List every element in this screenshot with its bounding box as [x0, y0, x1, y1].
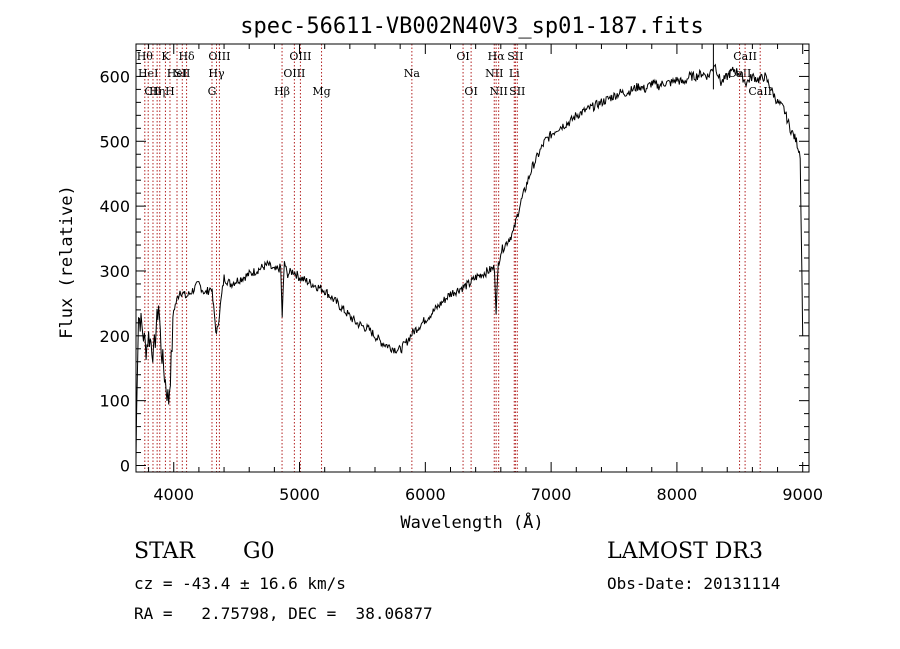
- coordinates: RA = 2.75798, DEC = 38.06877: [134, 604, 433, 623]
- line-label: HeI: [138, 67, 158, 80]
- line-label: Hη: [149, 85, 165, 98]
- line-label: OIII: [289, 50, 311, 63]
- x-axis-label: Wavelength (Å): [400, 511, 543, 533]
- axes: 4000 5000 6000 7000 8000 9000 0 100 200 300 400 500…: [99, 44, 823, 504]
- survey-name: LAMOST DR3: [607, 539, 763, 564]
- y-axis-label: Flux (relative): [57, 185, 77, 339]
- y-tick-label: 100: [99, 392, 130, 411]
- line-label: CaII: [748, 85, 772, 98]
- line-label: SII: [174, 67, 190, 80]
- line-label: Hβ: [274, 85, 290, 98]
- line-label: CII: [144, 85, 161, 98]
- emission-line-markers: HθHeICIIHηKHHeISIIHδGHγOIIIHβOIIIOIIIMgN…: [137, 44, 772, 472]
- line-label: Hθ: [137, 50, 154, 63]
- y-tick-label: 500: [99, 132, 130, 151]
- x-tick-label: 5000: [279, 485, 320, 504]
- x-tick-label: 9000: [782, 485, 823, 504]
- line-label: H: [165, 85, 175, 98]
- line-label: OIII: [283, 67, 305, 80]
- line-label: OI: [464, 85, 477, 98]
- line-label: K: [161, 50, 170, 63]
- line-label: CaII: [733, 50, 757, 63]
- x-tick-label: 8000: [657, 485, 698, 504]
- y-tick-label: 300: [99, 262, 130, 281]
- x-tick-label: 4000: [153, 485, 194, 504]
- line-label: OI: [456, 50, 469, 63]
- line-label: SII: [507, 50, 523, 63]
- chart-title: spec-56611-VB002N40V3_sp01-187.fits: [240, 14, 704, 39]
- spectrum-chart: spec-56611-VB002N40V3_sp01-187.fits Hθ He…: [57, 14, 823, 533]
- line-label: SII: [509, 85, 525, 98]
- observation-date: Obs-Date: 20131114: [607, 574, 781, 593]
- x-tick-label: 6000: [405, 485, 446, 504]
- line-label: Li: [509, 67, 520, 80]
- object-subclass: G0: [243, 539, 275, 564]
- line-label: Na: [404, 67, 421, 80]
- spectrum-line: [135, 63, 804, 460]
- plot-frame: [135, 43, 810, 473]
- line-label: Mg: [312, 85, 330, 98]
- line-label: OIII: [208, 50, 230, 63]
- y-tick-label: 200: [99, 327, 130, 346]
- line-label: Hδ: [178, 50, 195, 63]
- line-label: Hγ: [208, 67, 225, 80]
- x-tick-label: 7000: [531, 485, 572, 504]
- line-label: G: [208, 85, 217, 98]
- y-tick-label: 0: [120, 457, 130, 476]
- spectrum-layer: [135, 44, 804, 460]
- line-label: CaII: [728, 67, 752, 80]
- line-label: NII: [490, 85, 508, 98]
- y-tick-label: 600: [99, 67, 130, 86]
- line-label: Hα: [488, 50, 506, 63]
- redshift-value: cz = -43.4 ± 16.6 km/s: [134, 574, 346, 593]
- object-class: STAR: [134, 539, 195, 564]
- line-label: NII: [485, 67, 503, 80]
- y-tick-label: 400: [99, 197, 130, 216]
